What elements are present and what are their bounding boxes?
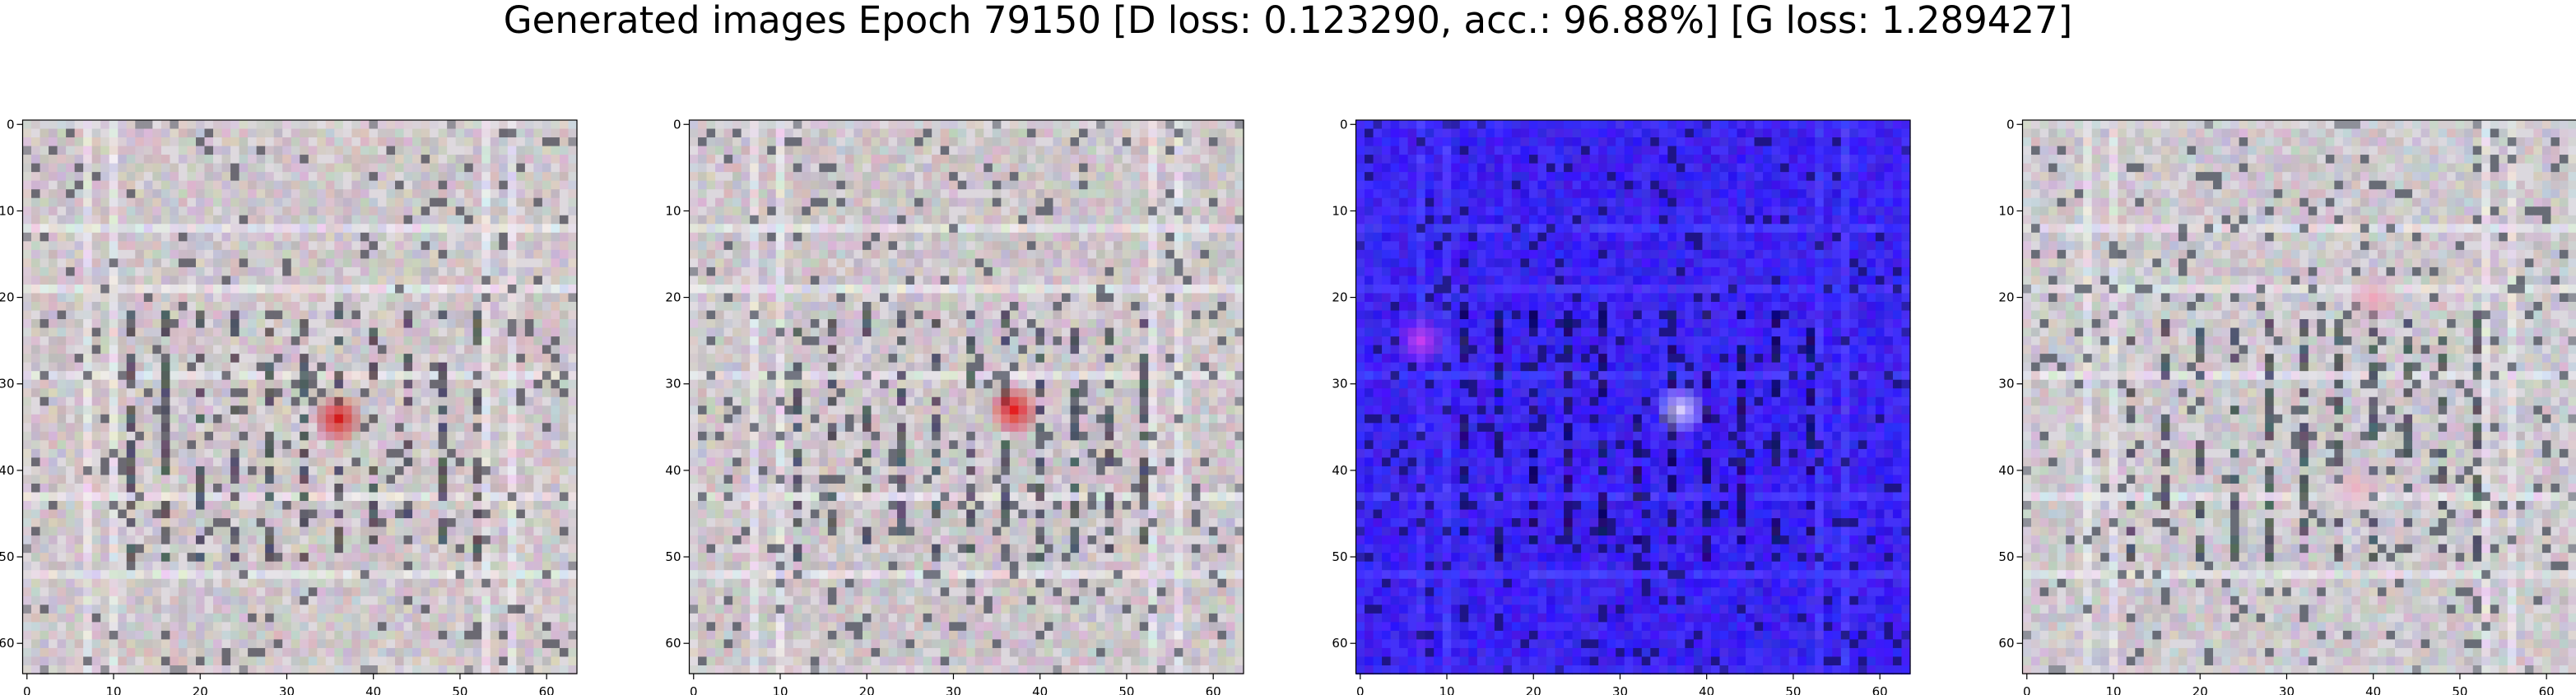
y-tick-label: 40 <box>1332 463 1347 478</box>
x-tick-label: 40 <box>365 684 381 695</box>
x-tick-label: 10 <box>1439 684 1454 695</box>
x-tick-label: 30 <box>946 684 961 695</box>
y-tick-label: 50 <box>665 549 681 564</box>
image-panel-4: 0 10 20 30 40 50 60 0 10 20 30 40 50 60 <box>1998 117 2576 695</box>
y-tick-label: 10 <box>1332 203 1347 218</box>
x-tick-label: 40 <box>1032 684 1048 695</box>
y-tick-label: 30 <box>665 377 681 392</box>
x-tick-label: 60 <box>2539 684 2555 695</box>
y-tick-label: 40 <box>0 463 15 478</box>
x-tick-label: 20 <box>859 684 875 695</box>
y-tick-label: 10 <box>0 203 15 218</box>
y-tick-label: 0 <box>673 117 681 132</box>
x-tick-label: 30 <box>1612 684 1628 695</box>
y-tick-label: 20 <box>1998 290 2014 305</box>
y-tick-label: 0 <box>7 117 15 132</box>
image-pixels <box>2022 120 2576 675</box>
axes-frame <box>688 119 1244 674</box>
x-tick-label: 50 <box>1785 684 1801 695</box>
image-pixels <box>1355 120 1911 675</box>
y-tick-label: 60 <box>1998 636 2014 651</box>
x-tick-label: 20 <box>2192 684 2208 695</box>
image-pixels <box>22 120 578 675</box>
y-tick-label: 0 <box>1340 117 1348 132</box>
y-tick-label: 20 <box>1332 290 1347 305</box>
x-tick-label: 10 <box>2105 684 2121 695</box>
x-tick-label: 10 <box>105 684 121 695</box>
x-tick-label: 60 <box>1872 684 1888 695</box>
x-tick-label: 30 <box>279 684 295 695</box>
y-tick-label: 40 <box>665 463 681 478</box>
x-tick-label: 60 <box>1206 684 1221 695</box>
figure-title: Generated images Epoch 79150 [D loss: 0.… <box>503 0 2073 42</box>
x-tick-label: 0 <box>690 684 698 695</box>
y-tick-label: 20 <box>665 290 681 305</box>
y-tick-label: 40 <box>1998 463 2014 478</box>
x-tick-label: 20 <box>1526 684 1541 695</box>
image-pixels <box>689 120 1244 675</box>
x-tick-label: 50 <box>1118 684 1134 695</box>
y-tick-label: 20 <box>0 290 15 305</box>
x-tick-label: 40 <box>2365 684 2381 695</box>
x-tick-label: 60 <box>539 684 555 695</box>
axes-frame <box>2021 119 2576 674</box>
axes-frame <box>1355 119 1911 674</box>
y-tick-label: 50 <box>1998 549 2014 564</box>
x-tick-label: 0 <box>1356 684 1365 695</box>
y-tick-label: 50 <box>0 549 15 564</box>
x-tick-label: 40 <box>1699 684 1714 695</box>
y-tick-label: 60 <box>0 636 15 651</box>
x-tick-label: 50 <box>2452 684 2467 695</box>
y-tick-label: 10 <box>1998 203 2014 218</box>
y-tick-label: 10 <box>665 203 681 218</box>
y-tick-label: 30 <box>0 377 15 392</box>
x-tick-label: 20 <box>193 684 208 695</box>
y-tick-label: 50 <box>1332 549 1347 564</box>
x-tick-label: 30 <box>2279 684 2295 695</box>
x-tick-label: 10 <box>772 684 788 695</box>
y-tick-label: 60 <box>1332 636 1347 651</box>
x-tick-label: 50 <box>452 684 467 695</box>
y-tick-label: 30 <box>1998 377 2014 392</box>
x-tick-label: 0 <box>2023 684 2031 695</box>
axes-frame <box>21 119 578 674</box>
y-tick-label: 60 <box>665 636 681 651</box>
x-tick-label: 0 <box>23 684 31 695</box>
y-tick-label: 0 <box>2006 117 2015 132</box>
image-panel-1: 0 10 20 30 40 50 60 0 10 20 30 40 50 60 <box>0 117 578 695</box>
y-tick-label: 30 <box>1332 377 1347 392</box>
image-panel-3: 0 10 20 30 40 50 60 0 10 20 30 40 50 60 <box>1332 117 1911 695</box>
image-panel-2: 0 10 20 30 40 50 60 0 10 20 30 40 50 60 <box>665 117 1244 695</box>
